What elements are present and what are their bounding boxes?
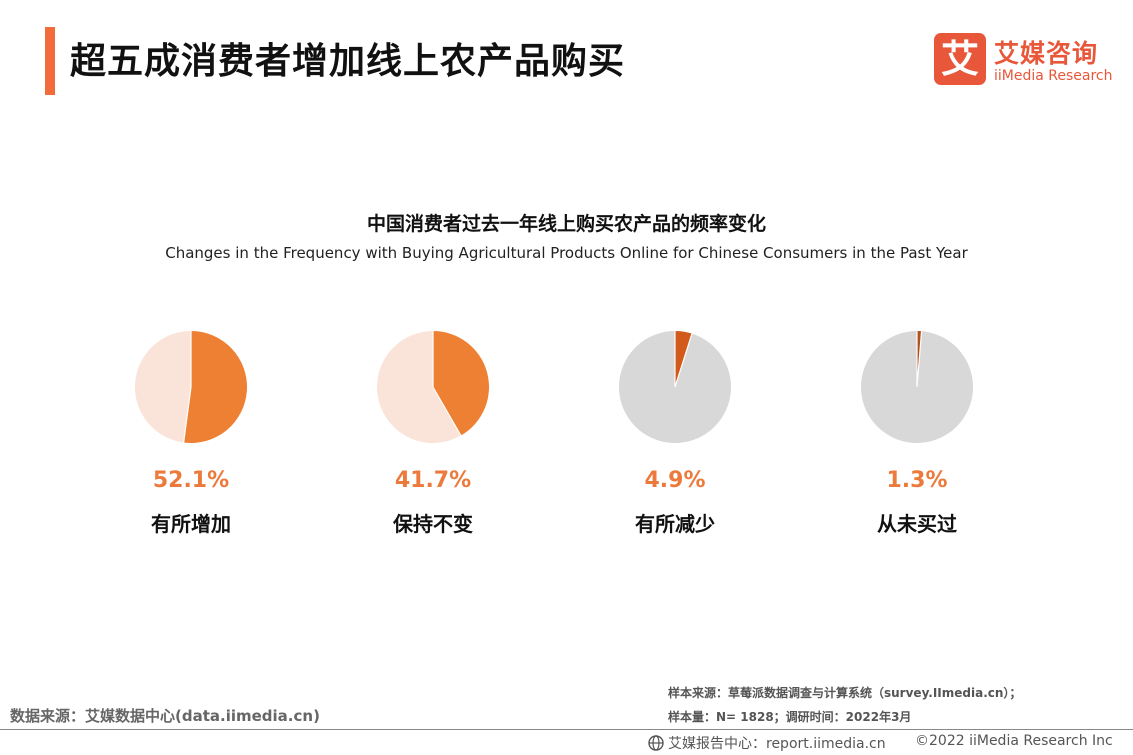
pie-group-increase: 52.1% 有所增加 xyxy=(111,330,271,540)
pie-value-label: 41.7% xyxy=(394,468,472,493)
pie-slice-border xyxy=(432,386,462,436)
logo-name-en: iiMedia Research xyxy=(994,68,1113,84)
logo-name-cn: 艾媒咨询 xyxy=(994,39,1099,68)
pie-slice-remainder xyxy=(135,331,191,443)
pie-group-decrease: 4.9% 有所减少 xyxy=(595,330,755,540)
pie-category-label: 保持不变 xyxy=(393,512,473,536)
report-center-link[interactable]: 艾媒报告中心：report.iimedia.cn xyxy=(668,736,886,752)
sample-source: 样本来源：草莓派数据调查与计算系统（survey.IImedia.cn）； xyxy=(668,686,1022,700)
pie-value-label: 4.9% xyxy=(644,468,706,493)
page-title: 超五成消费者增加线上农产品购买 xyxy=(70,41,626,82)
globe-icon xyxy=(648,735,664,751)
report-center: 艾媒报告中心：report.iimedia.cn xyxy=(648,733,886,753)
pie-chart-increase xyxy=(135,331,248,443)
pie-chart-never xyxy=(861,331,973,443)
sample-size: 样本量：N= 1828；调研时间：2022年3月 xyxy=(668,710,912,724)
title-accent-bar xyxy=(45,27,55,95)
data-source: 数据来源：艾媒数据中心(data.iimedia.cn) xyxy=(10,707,320,725)
pie-value-label: 1.3% xyxy=(886,468,948,493)
chart-title: 中国消费者过去一年线上购买农产品的频率变化 xyxy=(366,213,766,235)
pie-value-label: 52.1% xyxy=(152,468,230,493)
pie-chart-unchanged xyxy=(377,331,490,443)
copyright: ©2022 iiMedia Research Inc xyxy=(915,733,1113,749)
pie-category-label: 从未买过 xyxy=(877,512,957,536)
pie-group-never: 1.3% 从未买过 xyxy=(837,330,997,540)
pie-category-label: 有所增加 xyxy=(151,512,231,536)
logo-mark: 艾 xyxy=(934,33,986,85)
pie-slice-border xyxy=(916,331,923,388)
pie-chart-decrease xyxy=(619,331,731,443)
pie-slice-value xyxy=(183,331,248,443)
footer-divider xyxy=(0,729,1133,730)
pie-group-unchanged: 41.7% 保持不变 xyxy=(353,330,513,540)
iimedia-logo: 艾 艾媒咨询 iiMedia Research xyxy=(934,33,1124,87)
pie-slice-remainder xyxy=(377,331,461,443)
pie-slice-border xyxy=(674,333,693,388)
pie-slice-border xyxy=(183,386,192,443)
pie-slice-value xyxy=(433,331,490,436)
chart-subtitle: Changes in the Frequency with Buying Agr… xyxy=(165,244,968,262)
pie-category-label: 有所减少 xyxy=(635,512,715,536)
